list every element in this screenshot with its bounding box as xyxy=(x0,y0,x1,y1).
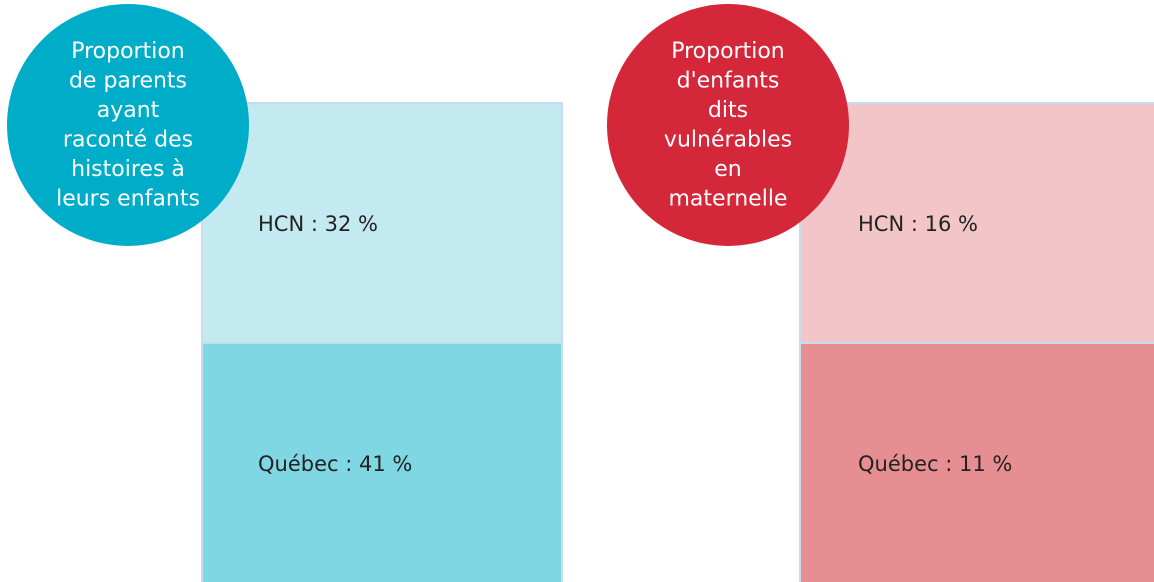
circle-title-line: maternelle xyxy=(669,187,788,212)
box-bottom xyxy=(799,342,1154,582)
box-bottom xyxy=(201,342,563,582)
box-top xyxy=(201,102,563,344)
circle-title-line: d'enfants xyxy=(677,69,780,94)
box-label: Québec : 41 % xyxy=(258,452,412,476)
circle-title-line: ayant xyxy=(97,98,160,123)
circle-title-line: vulnérables xyxy=(664,128,792,153)
panel xyxy=(7,4,563,582)
circle-title-line: histoires à xyxy=(71,157,185,182)
box-label: Québec : 11 % xyxy=(858,452,1012,476)
circle-title-line: en xyxy=(714,157,741,182)
circle-title-line: de parents xyxy=(69,69,187,94)
box-label: HCN : 16 % xyxy=(858,212,978,236)
circle-title-line: Proportion xyxy=(671,39,785,64)
title-circle xyxy=(607,4,849,246)
box-label: HCN : 32 % xyxy=(258,212,378,236)
panel xyxy=(607,4,1154,582)
circle-title-line: leurs enfants xyxy=(56,187,200,212)
title-circle xyxy=(7,4,249,246)
circle-title-line: dits xyxy=(708,98,748,123)
circle-title-line: Proportion xyxy=(71,39,185,64)
circle-title-line: raconté des xyxy=(63,128,193,153)
